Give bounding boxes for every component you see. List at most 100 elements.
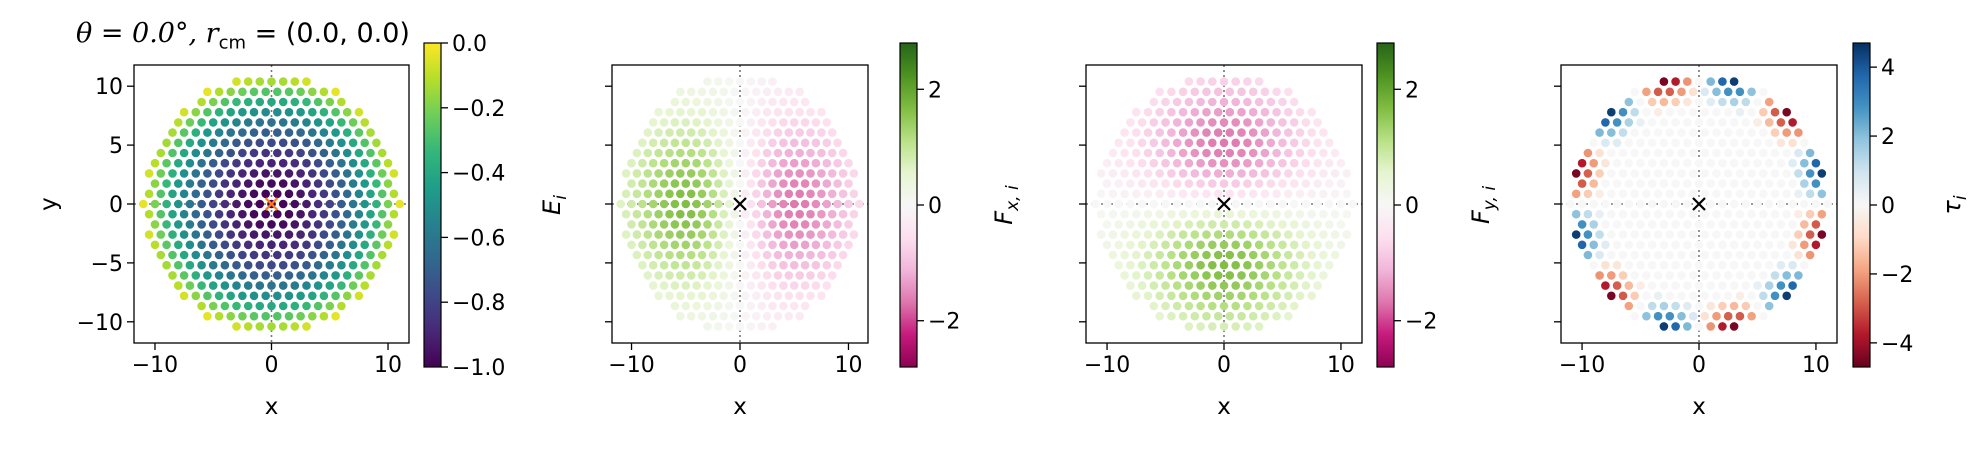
data-point xyxy=(1149,138,1159,148)
data-point xyxy=(779,158,788,168)
data-point xyxy=(1172,179,1182,188)
data-point xyxy=(1202,128,1211,137)
data-point xyxy=(1647,118,1657,127)
data-point xyxy=(261,291,271,301)
data-point xyxy=(366,250,375,260)
data-point xyxy=(1307,230,1316,239)
data-point xyxy=(1718,220,1727,229)
data-point xyxy=(1788,281,1797,290)
data-point xyxy=(1665,311,1675,321)
data-point xyxy=(648,281,658,290)
data-point xyxy=(1278,97,1287,107)
data-point xyxy=(800,118,810,127)
data-point xyxy=(1272,87,1281,97)
data-point xyxy=(1718,199,1727,209)
data-point xyxy=(1589,260,1598,270)
data-point xyxy=(762,148,772,158)
data-point xyxy=(1723,87,1733,97)
data-point xyxy=(692,220,701,229)
center-marker xyxy=(1217,197,1231,211)
data-point xyxy=(1659,322,1669,331)
data-point xyxy=(162,138,171,148)
data-point xyxy=(654,107,663,117)
data-point xyxy=(1278,179,1287,188)
data-point xyxy=(686,87,696,97)
data-point xyxy=(1759,87,1768,97)
data-point xyxy=(1718,118,1727,127)
data-point xyxy=(1659,118,1669,127)
data-point xyxy=(1278,301,1287,311)
data-point xyxy=(1811,220,1821,229)
data-point xyxy=(354,107,364,117)
data-point xyxy=(1700,148,1710,158)
data-point xyxy=(1706,281,1715,290)
data-point xyxy=(1301,199,1311,209)
data-point xyxy=(232,322,241,331)
data-point xyxy=(779,301,788,311)
data-point xyxy=(243,301,253,311)
data-point xyxy=(1096,209,1106,219)
data-point xyxy=(1190,291,1200,301)
data-point xyxy=(1132,148,1141,158)
data-point xyxy=(735,281,745,290)
data-point xyxy=(278,240,288,250)
data-point xyxy=(1694,77,1704,86)
data-point xyxy=(1237,107,1246,117)
data-point xyxy=(719,271,728,280)
data-point xyxy=(1319,169,1328,178)
data-point xyxy=(757,77,766,86)
data-point xyxy=(1289,301,1299,311)
data-point xyxy=(1706,158,1715,168)
data-point xyxy=(1677,189,1686,199)
data-point xyxy=(1735,250,1745,260)
data-point xyxy=(1143,291,1153,301)
data-point xyxy=(1683,240,1692,250)
data-point xyxy=(197,118,206,127)
data-point xyxy=(632,169,642,178)
data-point xyxy=(1196,240,1205,250)
data-point xyxy=(366,230,375,239)
data-point xyxy=(1630,189,1639,199)
data-point xyxy=(1718,281,1727,290)
data-point xyxy=(296,311,305,321)
data-point xyxy=(1155,107,1164,117)
data-point xyxy=(1571,169,1581,178)
data-point xyxy=(261,311,271,321)
data-point xyxy=(1788,240,1797,250)
data-point xyxy=(686,311,696,321)
data-point xyxy=(703,118,712,127)
data-point xyxy=(827,128,837,137)
data-point xyxy=(1712,230,1721,239)
data-point xyxy=(162,220,171,229)
data-point xyxy=(1782,250,1791,260)
x-tick-label: 0 xyxy=(1692,353,1706,378)
data-point xyxy=(366,148,375,158)
data-point xyxy=(144,209,154,219)
data-point xyxy=(1155,291,1164,301)
data-point xyxy=(1307,250,1316,260)
data-point xyxy=(1583,230,1593,239)
data-point xyxy=(817,291,826,301)
data-point xyxy=(377,250,387,260)
data-point xyxy=(1659,77,1669,86)
data-point xyxy=(692,138,701,148)
data-point xyxy=(1213,128,1223,137)
data-point xyxy=(232,97,241,107)
data-point xyxy=(855,199,864,209)
data-point xyxy=(1770,107,1780,117)
data-point xyxy=(1301,138,1311,148)
data-point xyxy=(1278,220,1287,229)
data-point xyxy=(1243,118,1252,127)
data-point xyxy=(659,158,669,168)
data-point xyxy=(1114,179,1123,188)
y-axis-label: y xyxy=(36,197,62,211)
data-point xyxy=(1143,250,1153,260)
data-point xyxy=(1741,118,1751,127)
data-point xyxy=(1272,311,1281,321)
data-point xyxy=(232,281,241,290)
data-point xyxy=(1143,128,1153,137)
data-point xyxy=(372,199,381,209)
data-point xyxy=(697,311,707,321)
data-point xyxy=(789,179,799,188)
data-point xyxy=(659,199,669,209)
